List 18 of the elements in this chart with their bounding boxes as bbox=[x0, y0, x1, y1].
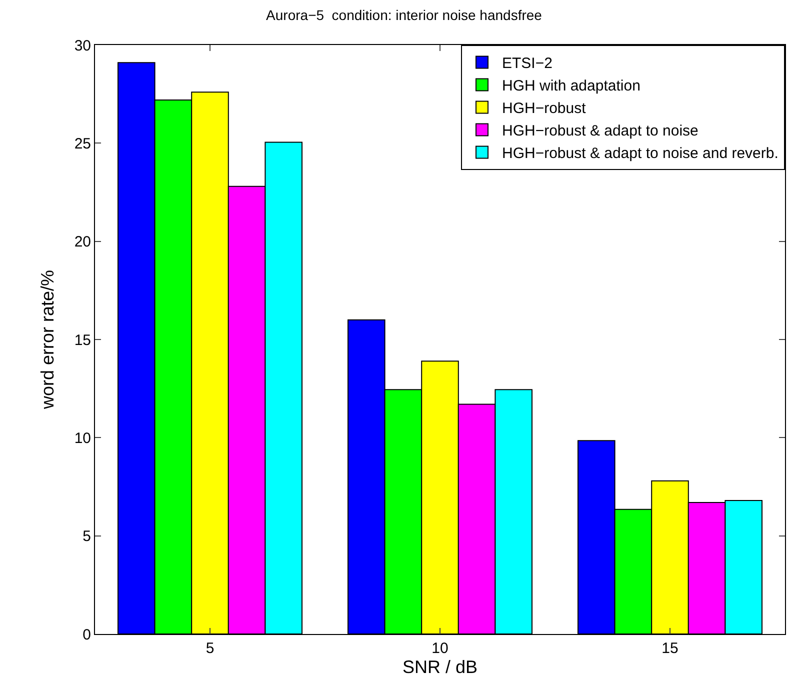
y-axis-title: word error rate/% bbox=[38, 270, 58, 410]
legend-label: HGH with adaptation bbox=[502, 78, 640, 95]
y-tick-label: 5 bbox=[82, 528, 91, 546]
y-tick-label: 15 bbox=[74, 332, 91, 349]
legend-label: HGH−robust & adapt to noise and reverb. bbox=[502, 145, 778, 162]
y-tick-label: 0 bbox=[82, 626, 91, 644]
chart-title: Aurora−5 condition: interior noise handsfree bbox=[266, 7, 542, 24]
x-tick-label: 15 bbox=[662, 640, 678, 657]
y-tick-label: 30 bbox=[74, 37, 91, 54]
legend-label: HGH−robust & adapt to noise bbox=[502, 122, 698, 140]
x-axis-title: SNR / dB bbox=[402, 657, 478, 677]
x-tick-label: 5 bbox=[206, 640, 214, 657]
legend-label: ETSI−2 bbox=[502, 55, 552, 72]
y-tick-label: 10 bbox=[74, 430, 91, 447]
legend-label: HGH−robust bbox=[502, 100, 587, 118]
y-tick-label: 25 bbox=[74, 135, 91, 152]
x-tick-label: 10 bbox=[432, 640, 448, 657]
y-tick-label: 20 bbox=[74, 234, 91, 251]
